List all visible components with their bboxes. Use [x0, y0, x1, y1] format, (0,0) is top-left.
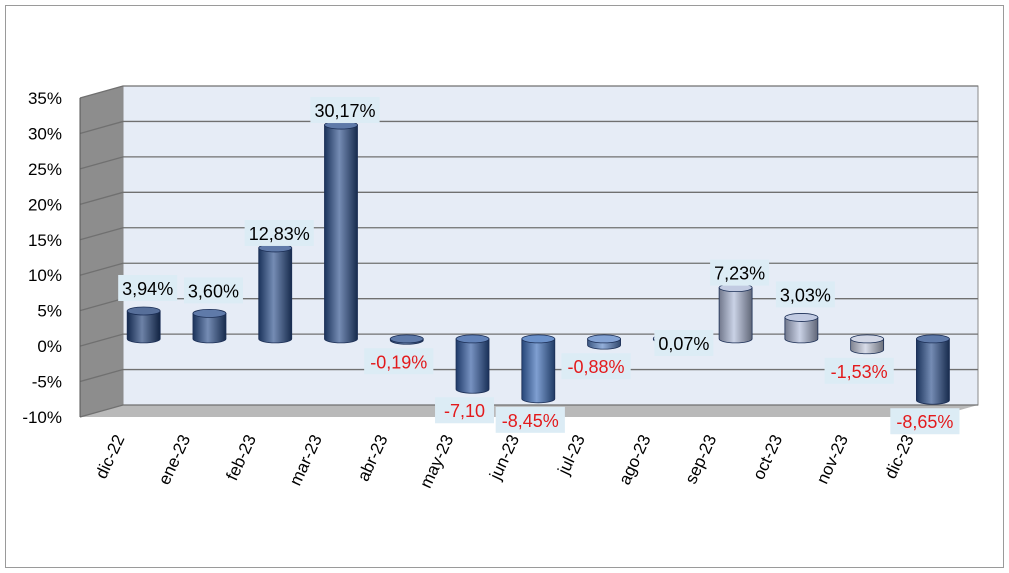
y-tick-label: 10% [28, 266, 62, 285]
bar-ene-23 [192, 312, 227, 344]
data-label: 3,60% [188, 281, 239, 301]
data-label: -0,19% [370, 352, 427, 372]
y-tick-label: 0% [37, 337, 62, 356]
gridline [79, 227, 978, 241]
data-label-bg [824, 357, 894, 384]
gridline [79, 368, 978, 383]
gridline [79, 85, 978, 99]
data-label-bg [495, 406, 565, 433]
data-label-bg [118, 274, 178, 301]
left-wall [80, 86, 123, 417]
x-tick-label: ene-23 [155, 432, 195, 488]
bar-cap [126, 306, 161, 316]
y-tick-label: 20% [28, 195, 62, 214]
data-label-bg [890, 408, 960, 435]
bar-jun-23 [521, 338, 556, 404]
gridline [79, 404, 978, 418]
x-tick-label: dic-22 [92, 432, 129, 482]
gridline [79, 156, 978, 170]
bar-cap [784, 313, 819, 322]
data-label-bg [654, 330, 714, 356]
y-tick-label: -10% [22, 408, 62, 427]
bar-dic-22 [126, 310, 161, 344]
data-label-bg [710, 259, 770, 286]
bar-feb-23 [258, 247, 293, 344]
x-tick-label: nov-23 [813, 432, 852, 487]
bar-cap [521, 334, 556, 344]
x-tick-label: mar-23 [286, 432, 326, 489]
gridline [79, 120, 978, 135]
y-tick-label: 5% [37, 302, 62, 321]
x-tick-label: may-23 [416, 432, 457, 491]
bar-oct-23 [784, 317, 819, 344]
bar-dic-23 [916, 338, 950, 405]
data-label: 7,23% [714, 264, 765, 284]
x-tick-label: jul-23 [554, 432, 589, 479]
y-tick-label: 30% [28, 124, 62, 143]
x-tick-label: feb-23 [222, 432, 260, 484]
x-tick-label: jun-23 [486, 432, 524, 484]
bar-may-23 [455, 338, 490, 394]
bar-cap [916, 334, 950, 344]
data-label: -0,88% [568, 357, 625, 377]
x-tick-label: ago-23 [615, 432, 655, 488]
data-label-bg [435, 397, 495, 424]
y-tick-label: -5% [32, 373, 62, 392]
x-tick-label: dic-23 [881, 432, 918, 482]
bar-sep-23 [718, 287, 753, 344]
data-label: 12,83% [249, 224, 310, 244]
data-label: 0,07% [658, 334, 709, 354]
x-tick-label: sep-23 [681, 432, 720, 487]
bar-mar-23 [324, 124, 358, 344]
y-tick-label: 35% [28, 89, 62, 108]
x-tick-label: abr-23 [354, 432, 392, 485]
data-label-bg [310, 97, 380, 124]
bar-cap [850, 334, 885, 344]
bar-cap [389, 334, 424, 344]
data-label: 3,94% [122, 279, 173, 299]
y-tick-label: 15% [28, 231, 62, 250]
bar-cap [587, 334, 621, 344]
data-label: -7,10 [444, 401, 485, 421]
bar-cap [192, 308, 227, 318]
data-label: 3,03% [780, 285, 831, 305]
data-label-bg [364, 348, 434, 375]
gridline [79, 191, 978, 205]
data-label-bg [561, 353, 631, 380]
data-label-bg [183, 277, 243, 304]
data-label: -1,53% [831, 362, 888, 382]
data-label: 30,17% [314, 101, 375, 121]
data-label: -8,45% [502, 411, 559, 431]
data-label-bg [775, 281, 835, 308]
data-label-bg [244, 219, 314, 246]
data-label: -8,65% [896, 412, 953, 432]
bar-cap [455, 334, 490, 344]
x-tick-label: oct-23 [749, 432, 786, 483]
gridline [79, 262, 978, 276]
y-tick-label: 25% [28, 160, 62, 179]
